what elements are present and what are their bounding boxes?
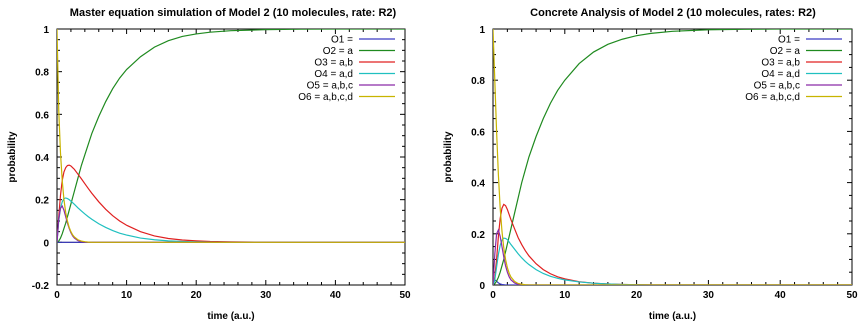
legend-label: O3 = a,b	[761, 58, 800, 69]
x-tick-label: 20	[191, 290, 203, 301]
legend-label: O2 = a	[323, 46, 354, 57]
legend-label: O3 = a,b	[314, 58, 353, 69]
y-tick-label: 1	[43, 25, 49, 36]
y-tick-label: 0.6	[471, 127, 485, 138]
chart-right: Concrete Analysis of Model 2 (10 molecul…	[429, 0, 858, 325]
y-tick-label: 0.4	[471, 179, 485, 190]
x-axis-label: time (a.u.)	[207, 311, 254, 322]
x-tick-label: 10	[121, 290, 133, 301]
legend-label: O6 = a,b,c,d	[745, 92, 800, 103]
series-line-6	[57, 29, 405, 243]
y-tick-label: 0.2	[471, 230, 485, 241]
x-tick-label: 10	[559, 290, 571, 301]
chart-title: Concrete Analysis of Model 2 (10 molecul…	[530, 7, 816, 19]
legend-label: O1 =	[331, 35, 353, 46]
x-tick-label: 50	[399, 290, 411, 301]
y-tick-label: 0.4	[35, 153, 49, 164]
x-tick-label: 20	[631, 290, 643, 301]
series-line-3	[493, 203, 852, 285]
series-line-6	[493, 29, 852, 285]
x-tick-label: 50	[846, 290, 858, 301]
legend-label: O5 = a,b,c	[754, 81, 800, 92]
series-line-3	[57, 164, 405, 243]
chart-right-svg: Concrete Analysis of Model 2 (10 molecul…	[443, 7, 858, 322]
series-line-4	[57, 197, 405, 243]
chart-title: Master equation simulation of Model 2 (1…	[70, 7, 397, 19]
series-line-5	[57, 204, 405, 243]
y-tick-label: 0.8	[35, 68, 49, 79]
legend-label: O6 = a,b,c,d	[298, 92, 353, 103]
y-tick-label: 0.2	[35, 196, 49, 207]
x-tick-label: 30	[703, 290, 715, 301]
legend-label: O1 =	[778, 35, 800, 46]
x-tick-label: 30	[260, 290, 272, 301]
x-axis-label: time (a.u.)	[649, 311, 696, 322]
legend-label: O4 = a,d	[761, 69, 800, 80]
x-tick-label: 40	[775, 290, 787, 301]
x-tick-label: 0	[54, 290, 60, 301]
legend-label: O4 = a,d	[314, 69, 353, 80]
y-tick-label: 0.6	[35, 110, 49, 121]
series-line-5	[493, 228, 852, 285]
legend-label: O2 = a	[770, 46, 801, 57]
legend-label: O5 = a,b,c	[307, 81, 353, 92]
y-axis-label: probability	[7, 131, 18, 183]
series-line-2	[493, 29, 852, 285]
x-tick-label: 40	[330, 290, 342, 301]
y-tick-label: -0.2	[32, 281, 50, 292]
series-line-4	[493, 237, 852, 285]
y-tick-label: 0	[43, 238, 49, 249]
x-tick-label: 0	[490, 290, 496, 301]
chart-left: Master equation simulation of Model 2 (1…	[0, 0, 429, 325]
y-tick-label: 0.8	[471, 76, 485, 87]
series-line-1	[493, 278, 852, 285]
y-tick-label: 0	[479, 281, 485, 292]
y-tick-label: 1	[479, 25, 485, 36]
chart-left-svg: Master equation simulation of Model 2 (1…	[7, 7, 411, 322]
y-axis-label: probability	[443, 131, 454, 183]
